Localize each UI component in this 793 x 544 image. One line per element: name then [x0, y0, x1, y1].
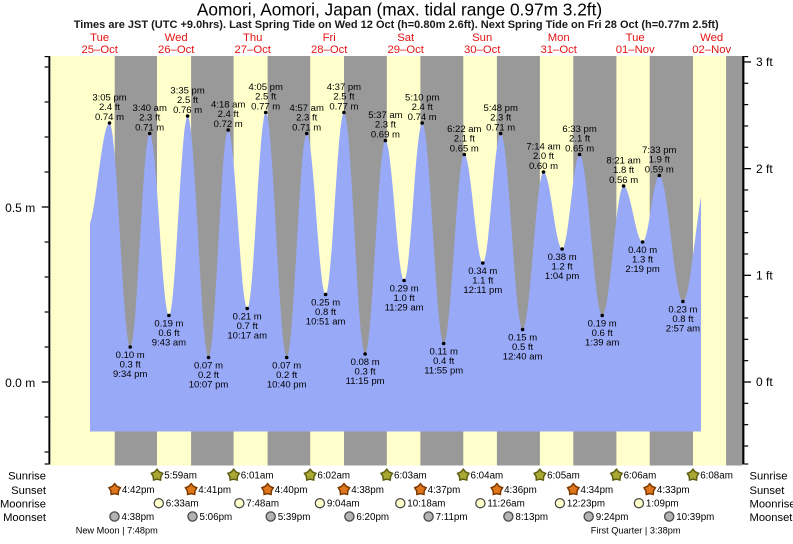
svg-text:0.72 m: 0.72 m: [214, 119, 243, 130]
svg-text:02–Nov: 02–Nov: [692, 44, 731, 56]
svg-text:28–Oct: 28–Oct: [311, 44, 348, 56]
svg-text:0 ft: 0 ft: [756, 375, 773, 389]
svg-text:Moonrise: Moonrise: [0, 499, 46, 511]
svg-text:0.74 m: 0.74 m: [95, 112, 124, 123]
svg-text:4:37pm: 4:37pm: [428, 485, 461, 496]
svg-text:10:39pm: 10:39pm: [676, 512, 714, 523]
svg-text:11:15 pm: 11:15 pm: [346, 376, 385, 387]
svg-text:12:23pm: 12:23pm: [567, 499, 605, 510]
svg-text:Aomori, Aomori, Japan (max. ti: Aomori, Aomori, Japan (max. tidal range …: [197, 0, 602, 19]
svg-text:6:06am: 6:06am: [624, 471, 657, 482]
svg-text:12:11 pm: 12:11 pm: [463, 285, 502, 296]
svg-text:Wed: Wed: [700, 32, 723, 44]
svg-text:New Moon | 7:48pm: New Moon | 7:48pm: [76, 526, 158, 536]
svg-text:29–Oct: 29–Oct: [387, 44, 424, 56]
svg-text:4:40pm: 4:40pm: [275, 485, 308, 496]
svg-text:0.74 m: 0.74 m: [408, 112, 437, 123]
svg-text:Sunset: Sunset: [11, 485, 47, 497]
svg-text:Sun: Sun: [472, 32, 492, 44]
svg-text:2 ft: 2 ft: [756, 162, 773, 176]
svg-text:27–Oct: 27–Oct: [234, 44, 271, 56]
svg-text:0.76 m: 0.76 m: [173, 105, 202, 116]
svg-text:Moonrise: Moonrise: [750, 499, 793, 511]
svg-text:Tue: Tue: [626, 32, 645, 44]
svg-text:6:03am: 6:03am: [394, 471, 427, 482]
svg-text:0.60 m: 0.60 m: [529, 161, 558, 172]
svg-text:0.65 m: 0.65 m: [450, 143, 479, 154]
svg-text:9:43 am: 9:43 am: [152, 338, 186, 349]
svg-text:4:38pm: 4:38pm: [351, 485, 384, 496]
svg-text:6:04am: 6:04am: [471, 471, 504, 482]
svg-text:1:09pm: 1:09pm: [646, 499, 679, 510]
svg-text:12:40 am: 12:40 am: [503, 352, 543, 363]
svg-text:0.59 m: 0.59 m: [645, 164, 674, 175]
svg-text:4:34pm: 4:34pm: [581, 485, 614, 496]
svg-text:30–Oct: 30–Oct: [464, 44, 501, 56]
svg-text:7:11pm: 7:11pm: [436, 512, 468, 523]
svg-text:Sunrise: Sunrise: [8, 471, 46, 483]
svg-text:5:39pm: 5:39pm: [278, 512, 311, 523]
svg-text:Sunset: Sunset: [750, 485, 786, 497]
svg-text:11:55 pm: 11:55 pm: [424, 366, 463, 377]
svg-text:0.5 m: 0.5 m: [5, 201, 35, 215]
svg-text:9:04am: 9:04am: [327, 499, 360, 510]
svg-text:4:42pm: 4:42pm: [122, 485, 155, 496]
svg-text:11:29 am: 11:29 am: [385, 303, 424, 314]
svg-text:01–Nov: 01–Nov: [616, 44, 655, 56]
svg-text:26–Oct: 26–Oct: [158, 44, 195, 56]
svg-text:Moonset: Moonset: [3, 512, 47, 524]
svg-text:Sunrise: Sunrise: [750, 471, 788, 483]
svg-text:1:04 pm: 1:04 pm: [545, 271, 579, 282]
svg-text:0.65 m: 0.65 m: [565, 143, 594, 154]
svg-text:3 ft: 3 ft: [756, 55, 773, 69]
svg-text:5:59am: 5:59am: [164, 471, 197, 482]
svg-text:4:36pm: 4:36pm: [504, 485, 537, 496]
svg-text:6:08am: 6:08am: [700, 471, 733, 482]
svg-text:8:13pm: 8:13pm: [515, 512, 548, 523]
svg-text:4:38pm: 4:38pm: [122, 512, 155, 523]
svg-text:0.77 m: 0.77 m: [251, 101, 280, 112]
svg-text:6:01am: 6:01am: [241, 471, 274, 482]
svg-text:Tue: Tue: [90, 32, 109, 44]
svg-text:6:02am: 6:02am: [317, 471, 350, 482]
svg-text:Sat: Sat: [397, 32, 415, 44]
svg-text:9:24pm: 9:24pm: [596, 512, 629, 523]
svg-text:0.56 m: 0.56 m: [609, 175, 638, 186]
svg-text:5:06pm: 5:06pm: [200, 512, 233, 523]
svg-text:10:40 pm: 10:40 pm: [267, 380, 307, 391]
svg-text:11:26am: 11:26am: [487, 499, 524, 510]
svg-text:31–Oct: 31–Oct: [540, 44, 577, 56]
svg-text:0.71 m: 0.71 m: [135, 122, 164, 133]
svg-text:6:20pm: 6:20pm: [356, 512, 389, 523]
svg-text:0.0 m: 0.0 m: [5, 376, 35, 390]
svg-text:0.71 m: 0.71 m: [292, 122, 321, 133]
svg-text:0.77 m: 0.77 m: [329, 101, 358, 112]
svg-text:Fri: Fri: [323, 32, 336, 44]
svg-text:10:07 pm: 10:07 pm: [189, 380, 229, 391]
svg-text:2:19 pm: 2:19 pm: [625, 264, 659, 275]
svg-text:4:41pm: 4:41pm: [198, 485, 231, 496]
svg-text:6:05am: 6:05am: [547, 471, 580, 482]
svg-text:0.71 m: 0.71 m: [486, 122, 515, 133]
svg-text:Moonset: Moonset: [750, 512, 793, 524]
svg-text:10:51 am: 10:51 am: [306, 317, 346, 328]
svg-text:1 ft: 1 ft: [756, 269, 773, 283]
svg-text:10:17 am: 10:17 am: [227, 331, 267, 342]
svg-text:Thu: Thu: [243, 32, 262, 44]
svg-text:4:33pm: 4:33pm: [657, 485, 690, 496]
svg-text:First Quarter | 3:38pm: First Quarter | 3:38pm: [591, 526, 681, 536]
svg-text:Wed: Wed: [165, 32, 188, 44]
svg-text:Times are JST (UTC +9.0hrs). L: Times are JST (UTC +9.0hrs). Last Spring…: [74, 19, 719, 31]
svg-text:1:39 am: 1:39 am: [585, 338, 619, 349]
svg-text:9:34 pm: 9:34 pm: [113, 369, 147, 380]
svg-text:Mon: Mon: [548, 32, 570, 44]
svg-text:10:18am: 10:18am: [407, 499, 445, 510]
svg-text:2:57 am: 2:57 am: [666, 324, 700, 335]
svg-text:6:33am: 6:33am: [166, 499, 199, 510]
svg-text:0.69 m: 0.69 m: [371, 129, 400, 140]
svg-text:25–Oct: 25–Oct: [81, 44, 118, 56]
svg-text:7:48am: 7:48am: [246, 499, 279, 510]
